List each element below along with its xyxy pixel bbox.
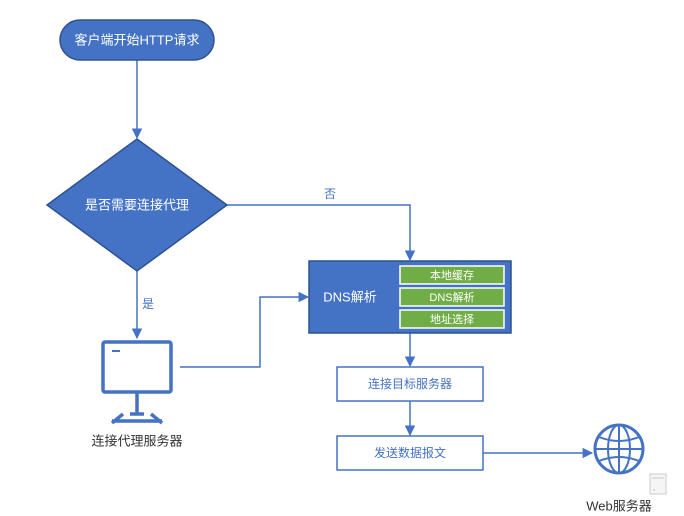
edge-decision-no-dns [227,205,410,260]
edge-label-yes: 是 [142,297,154,311]
globe-icon [595,425,643,473]
server-icon [650,474,666,494]
proxy-label: 连接代理服务器 [91,433,182,448]
node-dns-sub1-label: 本地缓存 [430,268,474,282]
computer-icon [103,342,171,423]
node-dns-sub3-label: 地址选择 [430,312,474,326]
node-start-label: 客户端开始HTTP请求 [75,32,200,47]
node-dns-label: DNS解析 [323,289,376,304]
node-decision-label: 是否需要连接代理 [85,197,189,212]
edge-proxy-dns [180,297,308,367]
node-dns-sub2-label: DNS解析 [429,290,474,304]
edge-label-no: 否 [324,187,336,201]
node-send-label: 发送数据报文 [374,445,446,460]
node-connect-label: 连接目标服务器 [368,376,452,391]
web-label: Web服务器 [586,498,652,513]
